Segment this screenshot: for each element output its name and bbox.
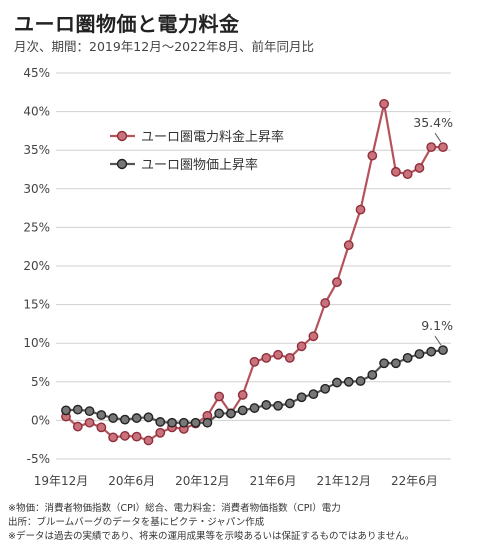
cpi-point [84, 406, 95, 417]
electricity-point [131, 431, 142, 442]
cpi-point [178, 417, 189, 428]
cpi-point [390, 358, 401, 369]
footnote-disclaimer: ※データは過去の実績であり、将来の運用成果等を示唆あるいは保証するものではありま… [8, 531, 415, 542]
line-chart: -5% 0% 5% 10% 15% 20% 25% 30% 35% 40% 45% 19年12月 20年… [23, 66, 453, 488]
electricity-point [249, 356, 260, 367]
electricity-point [96, 422, 107, 433]
electricity-point [308, 331, 319, 342]
cpi-point [61, 405, 71, 416]
cpi-point [249, 403, 260, 413]
cpi-point [237, 405, 248, 416]
cpi-point [414, 349, 425, 359]
cpi-point [320, 383, 331, 394]
cpi-point [284, 398, 295, 409]
electricity-end-leader [434, 132, 442, 143]
electricity-point [367, 150, 378, 161]
cpi-legend-label: ユーロ圏物価上昇率 [141, 157, 258, 173]
y-tick-label: 35% [23, 143, 50, 157]
y-tick-label: 15% [23, 298, 50, 312]
cpi-end-leader [434, 335, 442, 346]
electricity-point [72, 421, 83, 432]
cpi-point [72, 404, 83, 415]
cpi-point [273, 400, 283, 411]
cpi-point [96, 410, 107, 420]
electricity-point [438, 142, 448, 153]
electricity-point [143, 435, 154, 446]
cpi-point [438, 345, 448, 356]
cpi-point [167, 417, 177, 428]
electricity-point [296, 341, 307, 352]
y-tick-label: 40% [23, 105, 50, 119]
electricity-point [108, 432, 119, 443]
cpi-point [155, 417, 166, 427]
cpi-point [120, 414, 130, 425]
cpi-point [202, 417, 213, 428]
cpi-point [332, 377, 342, 388]
cpi-point [190, 417, 201, 428]
y-tick-label: 20% [23, 259, 50, 273]
cpi-point [261, 400, 272, 410]
electricity-point [214, 391, 225, 402]
y-tick-label: 0% [31, 413, 50, 427]
electricity-series-line [65, 102, 443, 442]
cpi-point [108, 413, 119, 423]
cpi-point [143, 412, 154, 423]
footnote-definition: ※物価：消費者物価指数（CPI）総合、電力料金：消費者物価指数（CPI）電力 [8, 503, 341, 514]
electricity-point [284, 352, 295, 363]
cpi-point [296, 392, 307, 403]
electricity-legend-label: ユーロ圏電力料金上昇率 [141, 129, 284, 145]
footnotes: ※物価：消費者物価指数（CPI）総合、電力料金：消費者物価指数（CPI）電力 出… [8, 502, 414, 544]
electricity-point [355, 204, 366, 215]
y-tick-label: -5% [27, 452, 50, 466]
y-tick-label: 45% [23, 66, 50, 80]
cpi-end-label: 9.1% [421, 318, 453, 333]
x-tick-label: 20年12月 [175, 474, 230, 488]
electricity-point [261, 352, 272, 363]
cpi-point [308, 389, 319, 400]
electricity-point [390, 166, 401, 177]
cpi-point [367, 369, 378, 380]
cpi-point [343, 376, 354, 387]
cpi-point [131, 413, 142, 423]
electricity-point [379, 98, 389, 109]
y-tick-label: 10% [23, 336, 50, 350]
x-tick-label: 20年6月 [108, 474, 155, 488]
electricity-point [237, 390, 248, 400]
y-tick-label: 5% [31, 375, 50, 389]
electricity-point [84, 417, 95, 428]
cpi-point [379, 358, 389, 369]
chart-subtitle: 月次、期間：2019年12月〜2022年8月、前年同月比 [14, 39, 314, 54]
cpi-point [214, 408, 225, 419]
electricity-point [343, 240, 354, 251]
electricity-point [120, 430, 130, 441]
x-tick-label: 19年12月 [34, 474, 89, 488]
cpi-point [426, 346, 437, 357]
cpi-point [226, 408, 236, 419]
y-tick-label: 25% [23, 220, 50, 234]
cpi-legend-marker [116, 158, 128, 170]
electricity-point [332, 277, 342, 288]
x-tick-label: 21年12月 [316, 474, 371, 488]
cpi-point [355, 376, 366, 386]
electricity-point [320, 298, 331, 308]
electricity-end-label: 35.4% [413, 115, 453, 130]
electricity-point [273, 349, 283, 360]
x-tick-label: 21年6月 [250, 474, 297, 488]
y-tick-label: 30% [23, 182, 50, 196]
footnote-source: 出所：ブルームバーグのデータを基にピクテ・ジャパン作成 [8, 517, 265, 528]
electricity-point [402, 169, 413, 180]
electricity-legend-marker [116, 130, 128, 142]
electricity-point [414, 163, 425, 173]
cpi-point [402, 352, 413, 363]
electricity-point [426, 142, 437, 153]
electricity-point [155, 427, 166, 438]
x-tick-label: 22年6月 [391, 474, 438, 488]
chart-title: ユーロ圏物価と電力料金 [14, 12, 240, 36]
